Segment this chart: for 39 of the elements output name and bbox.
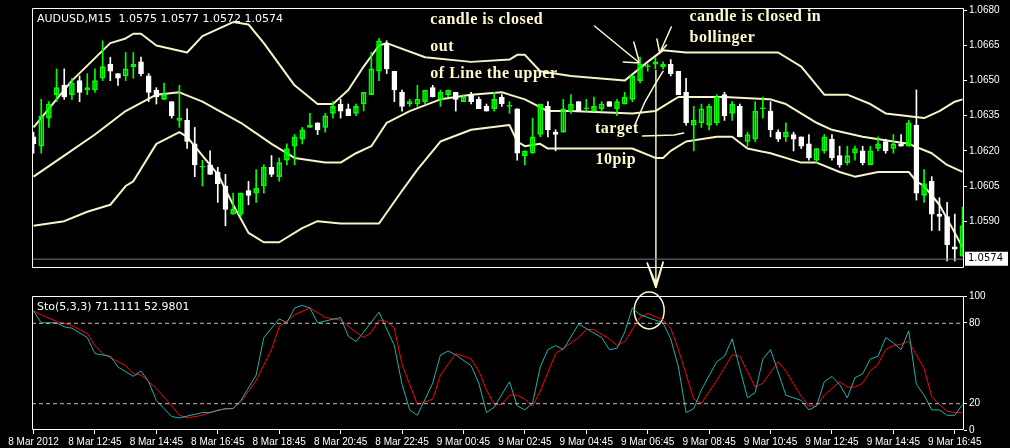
y-tick-label: 1.0680 [969,4,1001,16]
annotation: candle is closed in [689,7,822,25]
candlestick [951,213,958,262]
x-tick-label: 8 Mar 18:45 [252,435,307,447]
x-tick-label: 8 Mar 2012 [8,435,60,447]
annotation: target [594,119,639,138]
y-tick-label: 1.0620 [969,144,1001,156]
x-tick-label: 9 Mar 10:45 [743,435,798,447]
y-tick-label: 1.0590 [969,214,1001,226]
x-tick-label: 9 Mar 12:45 [805,435,860,447]
y-tick-label: 80 [969,316,981,328]
y-tick-label: 1.0650 [969,74,1001,86]
x-tick-label: 8 Mar 20:45 [313,435,368,447]
annotation: candle is closed [430,10,544,28]
y-tick-label: 1.0665 [969,39,1001,51]
x-tick-label: 8 Mar 16:45 [191,435,245,447]
y-tick-label: 0 [969,423,975,435]
x-tick-label: 9 Mar 04:45 [559,435,614,447]
y-tick-label: 1.0635 [969,109,1001,121]
y-tick-label: 100 [969,289,987,301]
x-tick-label: 8 Mar 12:45 [68,435,123,447]
x-tick-label: 9 Mar 16:45 [928,435,982,447]
chart-title: AUDUSD,M15 1.0575 1.0577 1.0572 1.0574 [37,12,283,25]
x-tick-label: 9 Mar 00:45 [436,435,491,447]
x-tick-label: 8 Mar 22:45 [375,435,430,447]
x-tick-label: 9 Mar 14:45 [866,435,921,447]
x-tick-label: 8 Mar 14:45 [129,435,184,447]
x-tick-label: 9 Mar 02:45 [498,435,552,447]
ref-line-label: 1.0574 [968,252,1003,264]
annotation: 10pip [595,150,637,168]
candlestick [898,134,904,147]
annotation: of Line the upper [430,64,558,82]
y-tick-label: 1.0605 [969,179,1001,191]
x-tick-label: 9 Mar 06:45 [621,435,675,447]
chart-title: Sto(5,3,3) 71.1111 52.9801 [37,300,190,313]
annotation: bollinger [689,28,756,46]
y-tick-label: 20 [969,396,981,408]
annotation: out [430,37,455,55]
x-tick-label: 9 Mar 08:45 [682,435,737,447]
